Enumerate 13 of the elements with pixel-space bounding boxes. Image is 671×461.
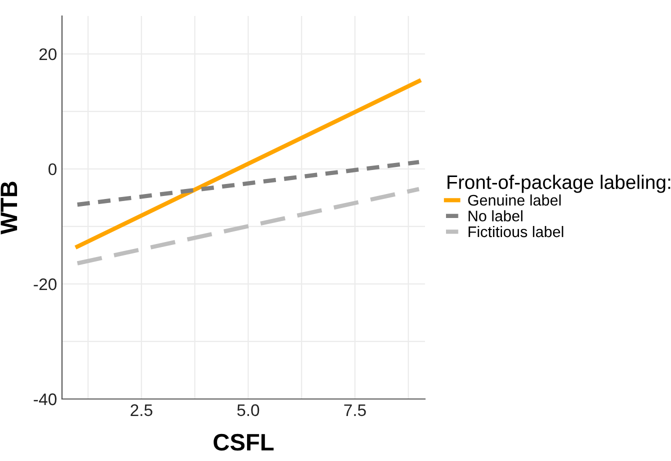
legend-label: Fictitious label (468, 226, 564, 238)
y-tick-label: 20 (39, 48, 56, 60)
y-tick-label: 0 (48, 163, 56, 176)
x-tick-label: 7.5 (344, 404, 366, 416)
x-axis-title: CSFL (214, 434, 274, 451)
y-tick-label: -40 (34, 393, 56, 406)
y-axis-title: WTB (0, 182, 18, 234)
text: 5.0 (237, 404, 260, 416)
y-tick-label: -20 (34, 278, 56, 290)
legend-title: Front-of-package labeling: (448, 174, 670, 193)
legend-label: Genuine label (468, 194, 561, 206)
x-tick-label: 2.5 (130, 404, 152, 416)
legend-label: No label (468, 210, 522, 222)
